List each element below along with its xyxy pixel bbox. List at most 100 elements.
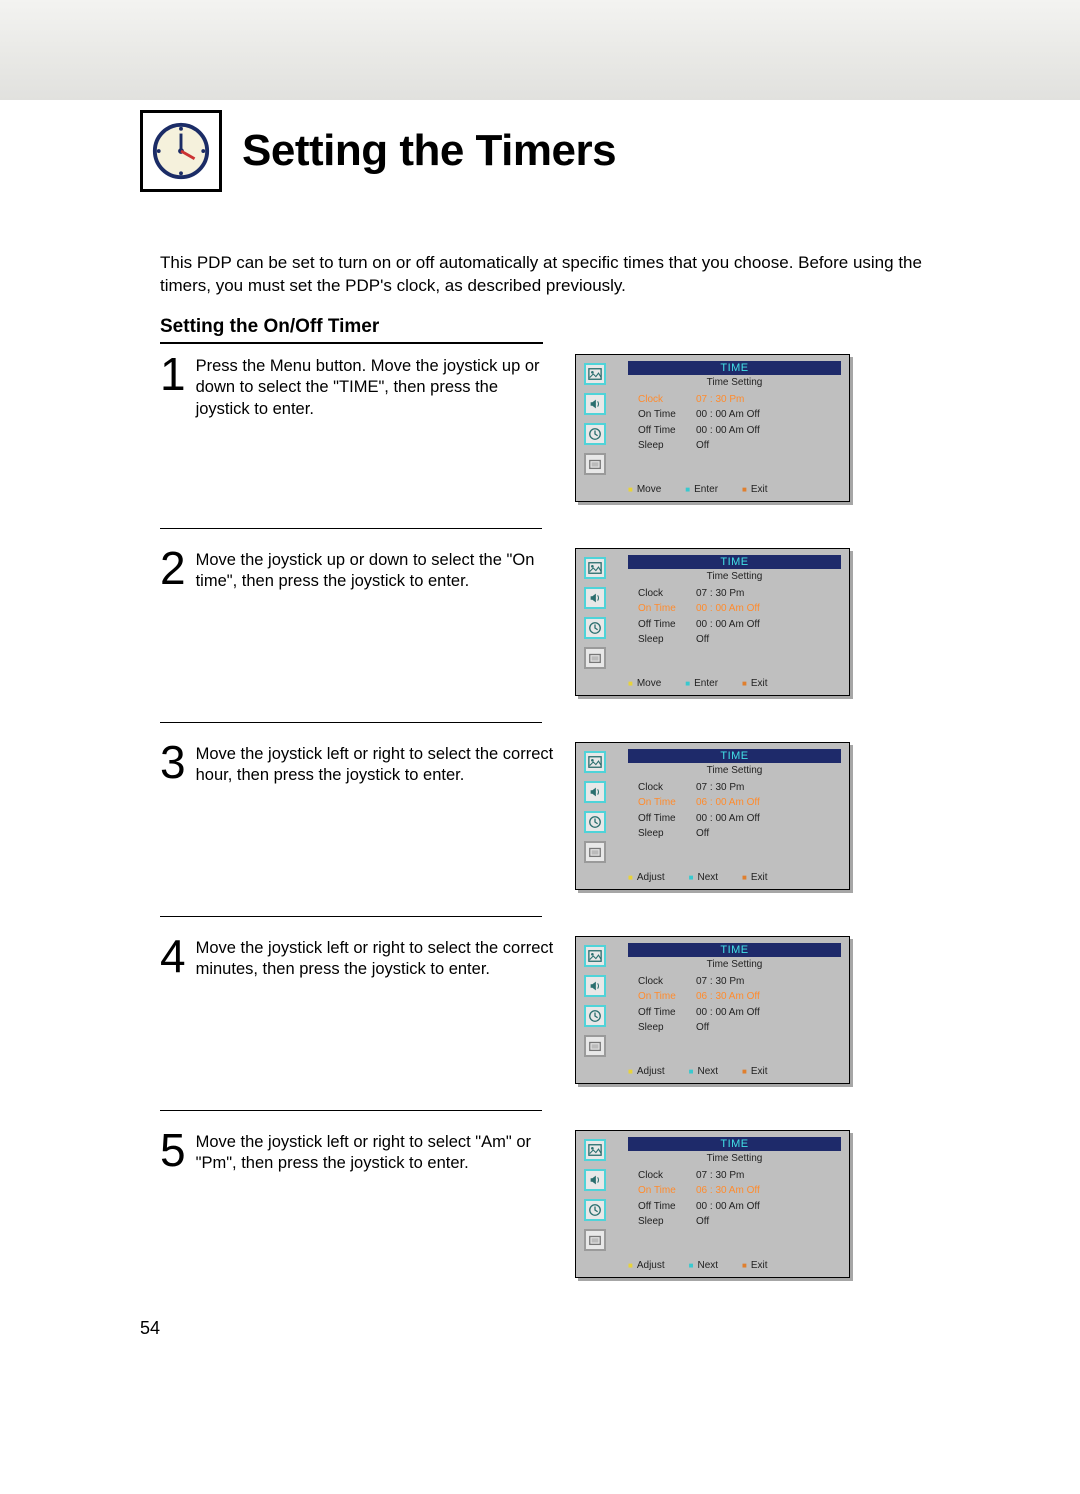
osd-row-label: Sleep bbox=[638, 632, 696, 648]
osd-row-label: Sleep bbox=[638, 826, 696, 842]
misc-icon bbox=[584, 1229, 606, 1251]
osd-subtitle: Time Setting bbox=[628, 1153, 841, 1164]
osd-footer-hint: Move bbox=[628, 484, 661, 495]
osd-row-value: 07 : 30 Pm bbox=[696, 974, 826, 990]
osd-footer-hint: Adjust bbox=[628, 1066, 665, 1077]
osd-body: Clock 07 : 30 Pm On Time 00 : 00 Am Off … bbox=[628, 586, 841, 648]
step-number: 3 bbox=[160, 742, 186, 787]
osd-screenshot: TIME Time Setting Clock 07 : 30 Pm On Ti… bbox=[575, 1130, 850, 1278]
osd-footer: Adjust Next Exit bbox=[628, 1066, 841, 1077]
osd-row-value: 07 : 30 Pm bbox=[696, 392, 826, 408]
step-row: 2 Move the joystick up or down to select… bbox=[160, 544, 990, 696]
picture-icon bbox=[584, 1139, 606, 1161]
osd-footer-hint: Exit bbox=[742, 1260, 768, 1271]
osd-row: Off Time 00 : 00 Am Off bbox=[638, 811, 841, 827]
osd-footer-hint: Next bbox=[689, 872, 718, 883]
step-text: Move the joystick up or down to select t… bbox=[196, 548, 555, 593]
osd-row-value: 07 : 30 Pm bbox=[696, 780, 826, 796]
misc-icon bbox=[584, 453, 606, 475]
osd-row: Off Time 00 : 00 Am Off bbox=[638, 1199, 841, 1215]
osd-row-value: 00 : 00 Am Off bbox=[696, 1199, 826, 1215]
osd-title: TIME bbox=[628, 943, 841, 957]
osd-screenshot: TIME Time Setting Clock 07 : 30 Pm On Ti… bbox=[575, 936, 850, 1084]
osd-row-value: Off bbox=[696, 1214, 826, 1230]
osd-footer-hint: Exit bbox=[742, 1066, 768, 1077]
step-number: 5 bbox=[160, 1130, 186, 1175]
osd-footer-hint: Enter bbox=[685, 678, 718, 689]
osd-row: On Time 06 : 00 Am Off bbox=[638, 795, 841, 811]
step-text: Move the joystick left or right to selec… bbox=[196, 742, 555, 787]
osd-row-label: On Time bbox=[638, 1183, 696, 1199]
clock-icon bbox=[584, 423, 606, 445]
osd-title: TIME bbox=[628, 1137, 841, 1151]
osd-row-value: Off bbox=[696, 632, 826, 648]
osd-subtitle: Time Setting bbox=[628, 571, 841, 582]
osd-row: Sleep Off bbox=[638, 826, 841, 842]
sound-icon bbox=[584, 587, 606, 609]
osd-row-value: Off bbox=[696, 438, 826, 454]
misc-icon bbox=[584, 1035, 606, 1057]
osd-row-label: On Time bbox=[638, 407, 696, 423]
osd-row-label: On Time bbox=[638, 989, 696, 1005]
sound-icon bbox=[584, 393, 606, 415]
osd-row: Off Time 00 : 00 Am Off bbox=[638, 423, 841, 439]
osd-screenshot: TIME Time Setting Clock 07 : 30 Pm On Ti… bbox=[575, 354, 850, 502]
step-left: 5 Move the joystick left or right to sel… bbox=[160, 1130, 555, 1175]
osd-row-value: 00 : 00 Am Off bbox=[696, 601, 826, 617]
osd-sidebar bbox=[584, 945, 606, 1057]
osd-row: Off Time 00 : 00 Am Off bbox=[638, 1005, 841, 1021]
osd-row: Sleep Off bbox=[638, 632, 841, 648]
osd-row: Sleep Off bbox=[638, 1020, 841, 1036]
osd-row-value: Off bbox=[696, 1020, 826, 1036]
osd-sidebar bbox=[584, 751, 606, 863]
osd-row: Sleep Off bbox=[638, 438, 841, 454]
section-subheading: Setting the On/Off Timer bbox=[160, 316, 543, 344]
picture-icon bbox=[584, 363, 606, 385]
step-right: TIME Time Setting Clock 07 : 30 Pm On Ti… bbox=[575, 936, 850, 1084]
osd-row: On Time 06 : 30 Am Off bbox=[638, 1183, 841, 1199]
osd-footer-hint: Exit bbox=[742, 678, 768, 689]
steps-list: 1 Press the Menu button. Move the joysti… bbox=[160, 350, 990, 1278]
osd-row: Clock 07 : 30 Pm bbox=[638, 392, 841, 408]
sound-icon bbox=[584, 975, 606, 997]
osd-row-label: Sleep bbox=[638, 1020, 696, 1036]
osd-screenshot: TIME Time Setting Clock 07 : 30 Pm On Ti… bbox=[575, 548, 850, 696]
osd-row-label: Off Time bbox=[638, 1199, 696, 1215]
osd-row: On Time 00 : 00 Am Off bbox=[638, 407, 841, 423]
osd-footer: MoveEnterExit bbox=[628, 484, 841, 495]
step-row: 5 Move the joystick left or right to sel… bbox=[160, 1126, 990, 1278]
osd-body: Clock 07 : 30 Pm On Time 06 : 30 Am Off … bbox=[628, 974, 841, 1036]
sound-icon bbox=[584, 781, 606, 803]
osd-sidebar bbox=[584, 363, 606, 475]
osd-footer: MoveEnterExit bbox=[628, 678, 841, 689]
osd-row-label: Sleep bbox=[638, 438, 696, 454]
osd-row: Clock 07 : 30 Pm bbox=[638, 1168, 841, 1184]
osd-title: TIME bbox=[628, 555, 841, 569]
osd-subtitle: Time Setting bbox=[628, 765, 841, 776]
osd-row: Sleep Off bbox=[638, 1214, 841, 1230]
step-left: 3 Move the joystick left or right to sel… bbox=[160, 742, 555, 787]
step-row: 3 Move the joystick left or right to sel… bbox=[160, 738, 990, 890]
osd-row: Clock 07 : 30 Pm bbox=[638, 586, 841, 602]
step-left: 2 Move the joystick up or down to select… bbox=[160, 548, 555, 593]
osd-row-value: 07 : 30 Pm bbox=[696, 586, 826, 602]
osd-row-label: Clock bbox=[638, 586, 696, 602]
misc-icon bbox=[584, 647, 606, 669]
clock-icon bbox=[584, 811, 606, 833]
clock-icon bbox=[584, 1005, 606, 1027]
step-number: 2 bbox=[160, 548, 186, 593]
osd-footer-hint: Next bbox=[689, 1066, 718, 1077]
osd-sidebar bbox=[584, 1139, 606, 1251]
sound-icon bbox=[584, 1169, 606, 1191]
osd-row-label: Sleep bbox=[638, 1214, 696, 1230]
osd-title: TIME bbox=[628, 361, 841, 375]
osd-row-label: On Time bbox=[638, 601, 696, 617]
osd-row-label: On Time bbox=[638, 795, 696, 811]
osd-row-label: Off Time bbox=[638, 811, 696, 827]
intro-paragraph: This PDP can be set to turn on or off au… bbox=[160, 252, 970, 298]
clock-icon bbox=[584, 1199, 606, 1221]
step-right: TIME Time Setting Clock 07 : 30 Pm On Ti… bbox=[575, 548, 850, 696]
osd-row: Clock 07 : 30 Pm bbox=[638, 780, 841, 796]
clock-icon bbox=[584, 617, 606, 639]
top-gradient-band bbox=[0, 0, 1080, 100]
